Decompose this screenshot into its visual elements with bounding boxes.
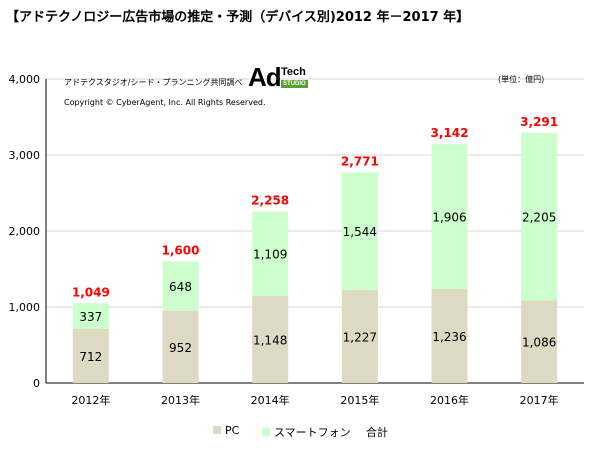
credit-line-1: アドテクスタジオ/シード・プランニング共同調べ: [64, 78, 243, 87]
x-tick-label: 2017年: [520, 393, 559, 407]
bar-pc: [72, 328, 109, 383]
legend-item-smartphone: スマートフォン: [262, 424, 351, 440]
value-label-pc: 712: [79, 350, 102, 364]
legend-swatch-pc: [213, 426, 221, 434]
legend-item-total: 合計: [366, 424, 388, 440]
bar-smartphone: [521, 132, 558, 301]
chart-title: 【アドテクノロジー広告市場の推定・予測（デバイス別)2012 年－2017 年】: [6, 10, 470, 25]
x-tick-label: 2014年: [251, 393, 290, 407]
legend: PC スマートフォン 合計: [0, 424, 600, 444]
legend-swatch-smartphone: [262, 428, 270, 436]
total-label: 1,049: [72, 285, 110, 299]
x-tick-label: 2016年: [430, 393, 469, 407]
total-label: 2,771: [341, 154, 379, 168]
adtech-studio-logo: Ad Tech STUDIO: [248, 62, 314, 96]
legend-item-pc: PC: [213, 424, 239, 437]
bar-pc: [341, 289, 378, 383]
value-label-pc: 1,086: [522, 336, 556, 350]
bar-smartphone: [252, 211, 289, 296]
logo-studio-text: STUDIO: [281, 80, 308, 88]
bar-pc: [431, 289, 468, 383]
bar-pc: [252, 295, 289, 383]
y-tick-label: 4,000: [9, 73, 41, 86]
y-tick-label: 1,000: [9, 301, 41, 314]
y-tick-label: 0: [33, 377, 40, 390]
y-tick-label: 3,000: [9, 149, 41, 162]
bar-smartphone: [72, 303, 109, 329]
value-label-smartphone: 1,544: [343, 225, 377, 239]
total-label: 1,600: [162, 243, 200, 257]
total-label: 2,258: [251, 193, 289, 207]
total-label: 3,142: [431, 126, 469, 140]
legend-label-pc: PC: [225, 424, 240, 437]
total-label: 3,291: [520, 115, 558, 129]
bar-pc: [162, 310, 199, 383]
value-label-pc: 1,236: [432, 330, 466, 344]
legend-label-total: 合計: [366, 426, 388, 439]
value-label-smartphone: 2,205: [522, 211, 556, 225]
value-label-smartphone: 648: [169, 280, 192, 294]
value-label-smartphone: 337: [79, 310, 102, 324]
credit-line-2: Copyright © CyberAgent, Inc. All Rights …: [64, 98, 266, 107]
logo-ad-text: Ad: [248, 62, 282, 92]
value-label-smartphone: 1,906: [432, 211, 466, 225]
x-tick-label: 2013年: [161, 393, 200, 407]
y-tick-label: 2,000: [9, 225, 41, 238]
value-label-pc: 1,148: [253, 333, 287, 347]
unit-note: (単位：億円): [498, 75, 545, 84]
value-label-pc: 952: [169, 341, 192, 355]
legend-label-smartphone: スマートフォン: [274, 426, 351, 439]
logo-tech-text: Tech: [281, 66, 306, 78]
value-label-pc: 1,227: [343, 330, 377, 344]
x-tick-label: 2015年: [340, 393, 379, 407]
value-label-smartphone: 1,109: [253, 248, 287, 262]
bar-smartphone: [341, 172, 378, 290]
bar-pc: [521, 300, 558, 383]
bar-smartphone: [431, 144, 468, 290]
x-tick-label: 2012年: [71, 393, 110, 407]
bar-smartphone: [162, 261, 199, 311]
